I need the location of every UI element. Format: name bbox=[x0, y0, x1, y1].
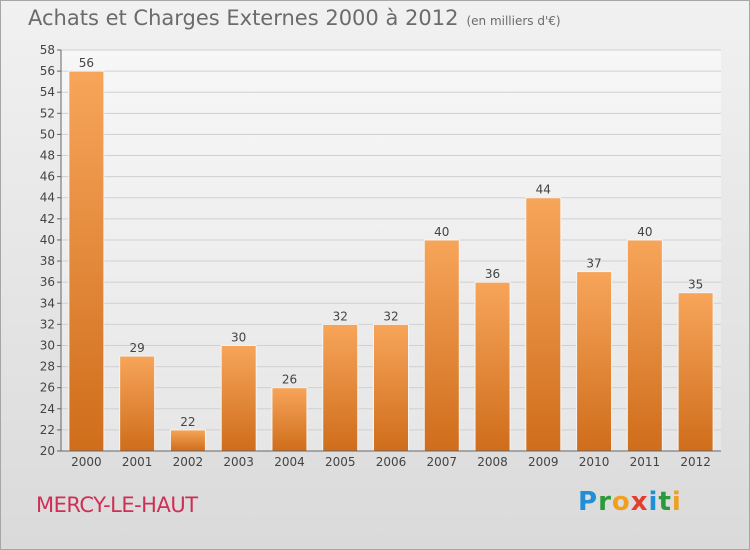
bar-2010 bbox=[576, 271, 613, 452]
value-label-2006: 32 bbox=[383, 309, 398, 323]
y-tick-label: 34 bbox=[40, 296, 55, 310]
bar-2012 bbox=[677, 292, 714, 452]
x-tick-label-2011: 2011 bbox=[630, 455, 661, 469]
value-label-2009: 44 bbox=[536, 183, 551, 197]
value-label-2012: 35 bbox=[688, 278, 703, 292]
y-tick-label: 46 bbox=[40, 170, 55, 184]
value-label-2007: 40 bbox=[434, 225, 449, 239]
value-label-2008: 36 bbox=[485, 267, 500, 281]
y-tick-label: 40 bbox=[40, 233, 55, 247]
x-tick-label-2008: 2008 bbox=[477, 455, 508, 469]
value-label-2005: 32 bbox=[333, 309, 348, 323]
y-tick-label: 20 bbox=[40, 444, 55, 458]
x-tick-label-2010: 2010 bbox=[579, 455, 610, 469]
y-tick-label: 48 bbox=[40, 149, 55, 163]
bar-2009 bbox=[525, 197, 562, 452]
value-label-2004: 26 bbox=[282, 373, 297, 387]
logo-letter: t bbox=[658, 487, 672, 517]
logo-letter: r bbox=[598, 487, 612, 517]
value-label-2001: 29 bbox=[130, 341, 145, 355]
x-tick-label-2012: 2012 bbox=[680, 455, 711, 469]
logo-letter: x bbox=[630, 487, 649, 517]
y-axis-ticks: 20 22 24 26 28 30 32 34 36 38 40 42 44 46 48 50 52 54 56 58 bbox=[40, 43, 61, 458]
x-tick-label-2005: 2005 bbox=[325, 455, 356, 469]
x-tick-label-2004: 2004 bbox=[274, 455, 305, 469]
bar-2007 bbox=[423, 239, 460, 452]
y-tick-label: 52 bbox=[40, 106, 55, 120]
proxiti-logo: Proxiti bbox=[578, 487, 682, 517]
bar-2004 bbox=[271, 387, 308, 452]
logo-letter: i bbox=[648, 487, 659, 517]
y-tick-label: 32 bbox=[40, 317, 55, 331]
value-label-2002: 22 bbox=[180, 415, 195, 429]
value-label-2003: 30 bbox=[231, 330, 246, 344]
y-tick-label: 22 bbox=[40, 423, 55, 437]
chart-title-text: Achats et Charges Externes 2000 à 2012 bbox=[28, 6, 459, 30]
y-tick-label: 28 bbox=[40, 360, 55, 374]
x-tick-label-2006: 2006 bbox=[376, 455, 407, 469]
y-tick-label: 30 bbox=[40, 338, 55, 352]
x-tick-label-2007: 2007 bbox=[426, 455, 457, 469]
bar-2008 bbox=[474, 281, 511, 452]
y-tick-label: 24 bbox=[40, 402, 55, 416]
logo-letter: o bbox=[611, 487, 631, 517]
y-tick-label: 38 bbox=[40, 254, 55, 268]
city-name: MERCY-LE-HAUT bbox=[36, 493, 198, 517]
chart-unit: (en milliers d'€) bbox=[466, 14, 561, 28]
x-tick-label-2000: 2000 bbox=[71, 455, 102, 469]
y-tick-label: 54 bbox=[40, 85, 55, 99]
bar-2001 bbox=[119, 355, 156, 452]
x-tick-label-2009: 2009 bbox=[528, 455, 559, 469]
y-tick-label: 50 bbox=[40, 127, 55, 141]
x-tick-label-2002: 2002 bbox=[173, 455, 204, 469]
bar-2011 bbox=[626, 239, 663, 452]
bar-2005 bbox=[322, 323, 359, 452]
bar-2006 bbox=[373, 323, 409, 452]
logo-letter: i bbox=[671, 487, 682, 517]
value-label-2000: 56 bbox=[79, 56, 94, 70]
x-axis-ticks: 2000 2001 2002 2003 2004 2005 2006 2007 2008 2009… bbox=[71, 455, 711, 469]
value-label-2010: 37 bbox=[586, 257, 601, 271]
logo-letter: P bbox=[578, 487, 599, 517]
y-tick-label: 44 bbox=[40, 191, 55, 205]
chart-title: Achats et Charges Externes 2000 à 2012 (e… bbox=[28, 6, 561, 30]
bar-2000 bbox=[68, 70, 105, 452]
value-label-2011: 40 bbox=[637, 225, 652, 239]
y-tick-label: 58 bbox=[40, 43, 55, 57]
x-tick-label-2003: 2003 bbox=[223, 455, 254, 469]
bar-2003 bbox=[220, 344, 257, 452]
y-tick-label: 42 bbox=[40, 212, 55, 226]
y-tick-label: 56 bbox=[40, 64, 55, 78]
x-tick-label-2001: 2001 bbox=[122, 455, 153, 469]
bars: 56 29 22 30 26 32 32 40 36 44 37 40 35 bbox=[68, 56, 714, 452]
y-tick-label: 36 bbox=[40, 275, 55, 289]
y-tick-label: 26 bbox=[40, 381, 55, 395]
bar-2002 bbox=[169, 429, 206, 452]
